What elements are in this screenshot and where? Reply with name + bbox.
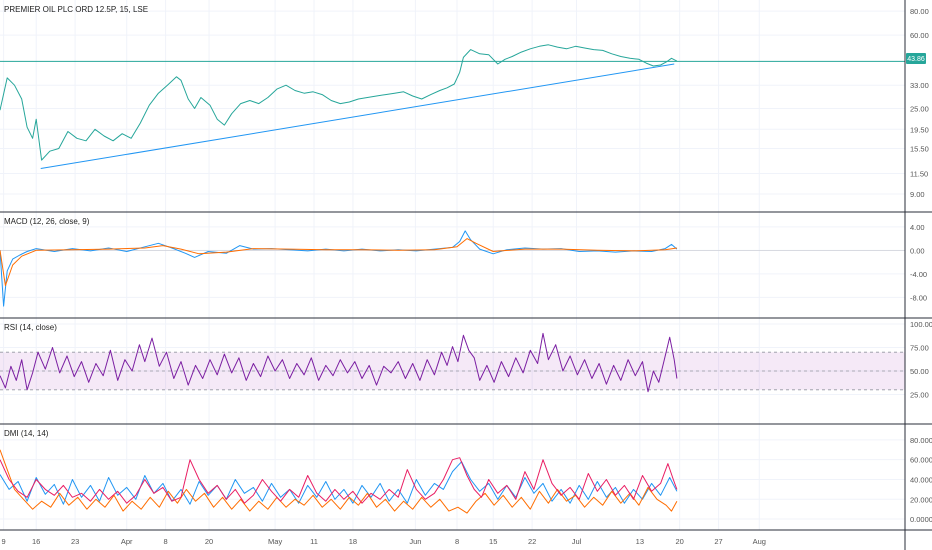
dmi-y-tick-label: 80.0000 [910, 436, 932, 445]
x-tick-label: Aug [753, 537, 766, 546]
price-y-tick-label: 15.50 [910, 144, 929, 153]
x-tick-label: Jul [572, 537, 582, 546]
rsi-y-tick-label: 50.00 [910, 367, 929, 376]
price-y-tick-label: 19.50 [910, 125, 929, 134]
price-badge: 43.86 [906, 53, 926, 64]
x-tick-label: May [268, 537, 282, 546]
price-y-tick-label: 9.00 [910, 190, 925, 199]
x-tick-label: 11 [310, 537, 318, 546]
dmi-panel-header: DMI (14, 14) [4, 429, 49, 438]
price-badge-text: 43.86 [907, 56, 925, 63]
rsi-y-tick-label: 25.00 [910, 391, 929, 400]
x-tick-label: 13 [636, 537, 644, 546]
dmi-y-tick-label: 0.0000 [910, 515, 932, 524]
price-y-tick-label: 33.00 [910, 81, 929, 90]
x-tick-label: 18 [349, 537, 357, 546]
macd-y-tick-label: -4.00 [910, 270, 927, 279]
price-panel-title: PREMIER OIL PLC ORD 12.5P, 15, LSE [4, 5, 148, 14]
x-tick-label: 9 [2, 537, 6, 546]
macd-series-signal [0, 238, 677, 287]
x-tick-label: 22 [528, 537, 536, 546]
dmi-y-tick-label: 60.0000 [910, 456, 932, 465]
x-tick-label: 15 [489, 537, 497, 546]
dmi-y-tick-label: 20.0000 [910, 495, 932, 504]
macd-y-tick-label: 4.00 [910, 223, 925, 232]
x-tick-label: 23 [71, 537, 79, 546]
x-tick-label: 27 [714, 537, 722, 546]
price-y-tick-label: 60.00 [910, 31, 929, 40]
x-tick-label: Jun [409, 537, 421, 546]
price-panel-header: PREMIER OIL PLC ORD 12.5P, 15, LSE [4, 5, 148, 14]
x-tick-label: 8 [164, 537, 168, 546]
macd-y-tick-label: 0.00 [910, 246, 925, 255]
axis-layer: 80.0060.0033.0025.0019.5015.5011.509.004… [2, 7, 932, 546]
macd-panel-header: MACD (12, 26, close, 9) [4, 217, 90, 226]
x-tick-label: 20 [205, 537, 213, 546]
macd-panel-title: MACD (12, 26, close, 9) [4, 217, 90, 226]
price-y-tick-label: 80.00 [910, 7, 929, 16]
x-tick-label: 16 [32, 537, 40, 546]
rsi-panel-header: RSI (14, close) [4, 323, 57, 332]
grid-layer [0, 0, 905, 530]
x-tick-label: 20 [675, 537, 683, 546]
rsi-panel-title: RSI (14, close) [4, 323, 57, 332]
price-series-price [0, 44, 678, 161]
rsi-series-rsi [0, 332, 678, 393]
rsi-y-tick-label: 100.00 [910, 320, 932, 329]
price-badge-bg [906, 53, 926, 64]
dmi-series--di [0, 449, 678, 514]
price-y-tick-label: 11.50 [910, 169, 928, 178]
rsi-y-tick-label: 75.00 [910, 344, 929, 353]
macd-y-tick-label: -8.00 [910, 293, 927, 302]
trendline [40, 63, 675, 170]
x-tick-label: 8 [455, 537, 459, 546]
dmi-panel-title: DMI (14, 14) [4, 429, 49, 438]
dmi-series-adx [0, 457, 678, 504]
price-y-tick-label: 25.00 [910, 104, 929, 113]
series-layer [0, 44, 678, 514]
x-tick-label: Apr [121, 537, 133, 546]
dmi-y-tick-label: 40.0000 [910, 475, 932, 484]
